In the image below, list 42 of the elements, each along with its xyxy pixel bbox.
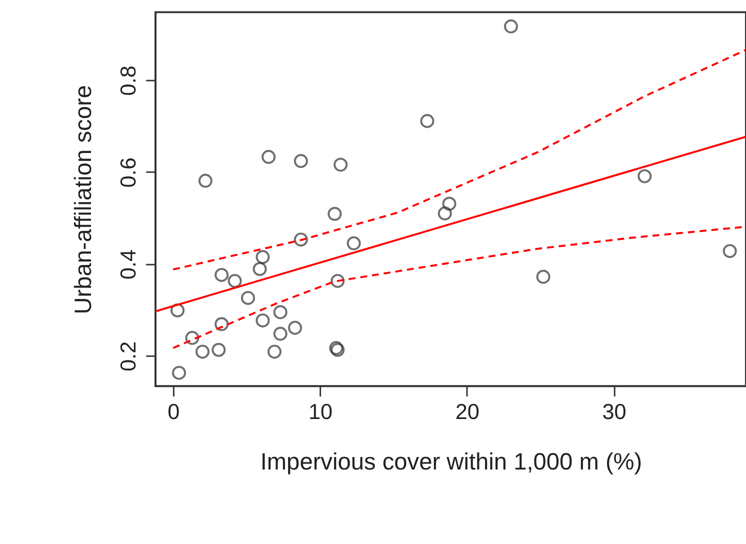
point	[536, 270, 550, 284]
point	[172, 366, 186, 380]
line-series	[172, 48, 746, 270]
point	[185, 330, 200, 345]
x-tick-label: 20	[455, 399, 480, 424]
y-tick-label: 0.4	[115, 249, 140, 280]
point	[212, 342, 226, 357]
point	[294, 154, 308, 168]
point	[198, 174, 212, 188]
point	[334, 158, 348, 172]
point	[195, 344, 210, 359]
point	[288, 320, 302, 335]
point	[722, 244, 737, 258]
y-tick-label: 0.6	[115, 158, 140, 188]
point	[214, 268, 229, 282]
x-tick-label: 30	[602, 399, 626, 424]
point	[438, 206, 452, 220]
x-tick-label: 0	[168, 399, 180, 424]
point	[273, 326, 288, 341]
point	[638, 169, 652, 184]
point	[504, 19, 518, 34]
point	[228, 274, 242, 288]
point	[241, 290, 256, 305]
point	[346, 236, 361, 250]
point	[273, 305, 288, 320]
x-axis-title: Impervious cover within 1,000 m (%)	[260, 449, 642, 476]
point	[262, 150, 276, 164]
point	[267, 344, 282, 359]
point	[442, 196, 456, 211]
y-tick-label: 0.2	[115, 341, 140, 372]
y-axis-title: Urban-affiliation score	[71, 85, 98, 314]
point	[170, 303, 185, 318]
point	[214, 317, 229, 332]
point	[330, 274, 345, 288]
point	[256, 250, 270, 264]
point	[328, 206, 342, 221]
point	[420, 114, 434, 128]
point	[256, 313, 270, 328]
y-tick-label: 0.8	[115, 66, 140, 96]
point	[294, 232, 308, 247]
x-tick-label: 10	[308, 399, 333, 424]
point	[252, 262, 267, 276]
